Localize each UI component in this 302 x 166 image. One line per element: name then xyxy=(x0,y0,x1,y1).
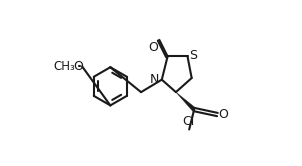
Text: N: N xyxy=(149,73,159,86)
Text: O: O xyxy=(219,108,229,121)
Text: O: O xyxy=(148,41,158,54)
Text: Cl: Cl xyxy=(182,115,194,128)
Text: O: O xyxy=(73,60,83,73)
Polygon shape xyxy=(176,92,196,111)
Text: CH₃: CH₃ xyxy=(53,60,75,73)
Text: S: S xyxy=(190,49,198,62)
